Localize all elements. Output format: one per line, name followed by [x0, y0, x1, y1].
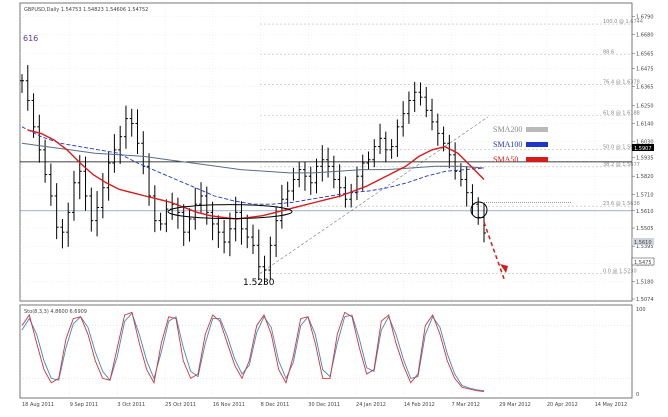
stoch-title: Sto(8,3,3) 4.8600 6.6909	[24, 309, 87, 315]
fibo-label: 76.4 @ 1.6378	[603, 79, 640, 85]
date-tick-label: 14 Feb 2012	[404, 402, 435, 408]
price-tick-label: 1.6140	[636, 122, 654, 128]
price-tick-label: 1.6475	[636, 66, 654, 72]
price-tick-label: 1.6365	[636, 84, 654, 90]
date-tick-label: 25 Oct 2011	[165, 402, 196, 408]
date-tick-label: 30 Dec 2011	[308, 402, 340, 408]
fibo-label: 23.6 @ 1.5638	[603, 201, 640, 207]
sma-legend: SMA200 SMA100 SMA50	[493, 125, 548, 164]
symbol-header: GBPUSD,Daily 1.54753 1.54823 1.54606 1.5…	[24, 7, 148, 13]
price-tick-label: 1.6250	[636, 103, 654, 109]
price-tick-label: 1.6790	[636, 15, 654, 21]
legend-sma100-swatch	[526, 142, 548, 147]
main-panel-frame	[19, 2, 633, 302]
date-tick-label: 9 Sep 2011	[70, 402, 99, 408]
projection-arrow	[483, 222, 506, 282]
fibo-label: 38.2 @ 1.5877	[603, 162, 640, 168]
current-price-tag	[631, 257, 655, 266]
legend-sma200-swatch	[526, 127, 548, 132]
fibo-label: 0.0 @ 1.5230	[603, 268, 637, 274]
line-level-tag	[632, 144, 654, 151]
price-tick-label: 1.5820	[636, 174, 654, 180]
date-tick-label: 8 Dec 2011	[261, 402, 290, 408]
price-axis: 1.6790 1.6680 1.6565 1.6475 1.6365 1.6250 1.61…	[632, 15, 654, 303]
date-axis: 18 Aug 2011 9 Sep 2011 3 Oct 2011 25 Oct 20…	[22, 402, 627, 408]
fibo-label: 50.0 @ 1.5982	[603, 145, 640, 151]
stoch-tick-0: 0	[636, 392, 639, 398]
sma50-line	[27, 129, 485, 220]
chart-layers	[20, 65, 632, 393]
fibo-label: 88.6	[603, 49, 614, 55]
legend-sma200: SMA200	[493, 125, 522, 134]
price-tick-label: 1.5074	[636, 297, 654, 303]
stoch-panel-frame	[19, 304, 633, 399]
date-tick-label: 16 Nov 2011	[213, 402, 245, 408]
low-price-label: 1.5230	[243, 278, 275, 288]
breakdown-circle	[470, 201, 488, 219]
fibo-trendline	[259, 116, 489, 274]
support-level-tag	[632, 238, 654, 245]
arrow-head	[500, 264, 508, 273]
support-zone-ellipse	[167, 204, 293, 220]
date-tick-label: 14 May 2012	[595, 402, 628, 408]
line-level-label: 1.5907	[634, 146, 652, 152]
price-tick-label: 1.5395	[636, 244, 654, 250]
date-tick-label: 29 Mar 2012	[499, 402, 531, 408]
legend-sma100: SMA100	[493, 140, 522, 149]
price-tick-label: 1.5935	[636, 155, 654, 161]
legend-sma50: SMA50	[493, 155, 518, 164]
price-tick-label: 1.5505	[636, 226, 654, 232]
date-tick-label: 18 Aug 2011	[22, 402, 54, 408]
price-tick-label: 1.6680	[636, 33, 654, 39]
sma100-line	[21, 126, 485, 205]
date-tick-label: 24 Jan 2012	[356, 402, 386, 408]
fibo-label: 100.0 @ 1.6744	[603, 19, 643, 25]
fibo-label: 61.8 @ 1.6188	[603, 111, 640, 117]
current-price-label: 1.5475	[634, 260, 652, 266]
legend-sma50-swatch	[526, 157, 548, 162]
date-tick-label: 3 Oct 2011	[117, 402, 145, 408]
price-tick-label: 1.5710	[636, 192, 654, 198]
sma200-line	[21, 142, 485, 174]
stoch-main-line	[21, 311, 485, 393]
stoch-signal-line	[21, 312, 485, 392]
support-level-label: 1.5610	[634, 240, 652, 246]
date-tick-label: 7 Mar 2012	[451, 402, 480, 408]
price-tick-label: 1.6030	[636, 140, 654, 146]
price-tick-label: 1.5610	[636, 209, 654, 215]
price-tick-label: 1.5180	[636, 280, 654, 286]
fibo-retracement: 100.0 @ 1.6744 88.6 76.4 @ 1.6378 61.8 @ 1.…	[259, 19, 643, 274]
date-tick-label: 20 Apr 2012	[547, 402, 578, 408]
corner-label: 616	[23, 34, 38, 43]
price-tick-label: 1.6565	[636, 52, 654, 58]
stoch-tick-100: 100	[636, 307, 646, 313]
